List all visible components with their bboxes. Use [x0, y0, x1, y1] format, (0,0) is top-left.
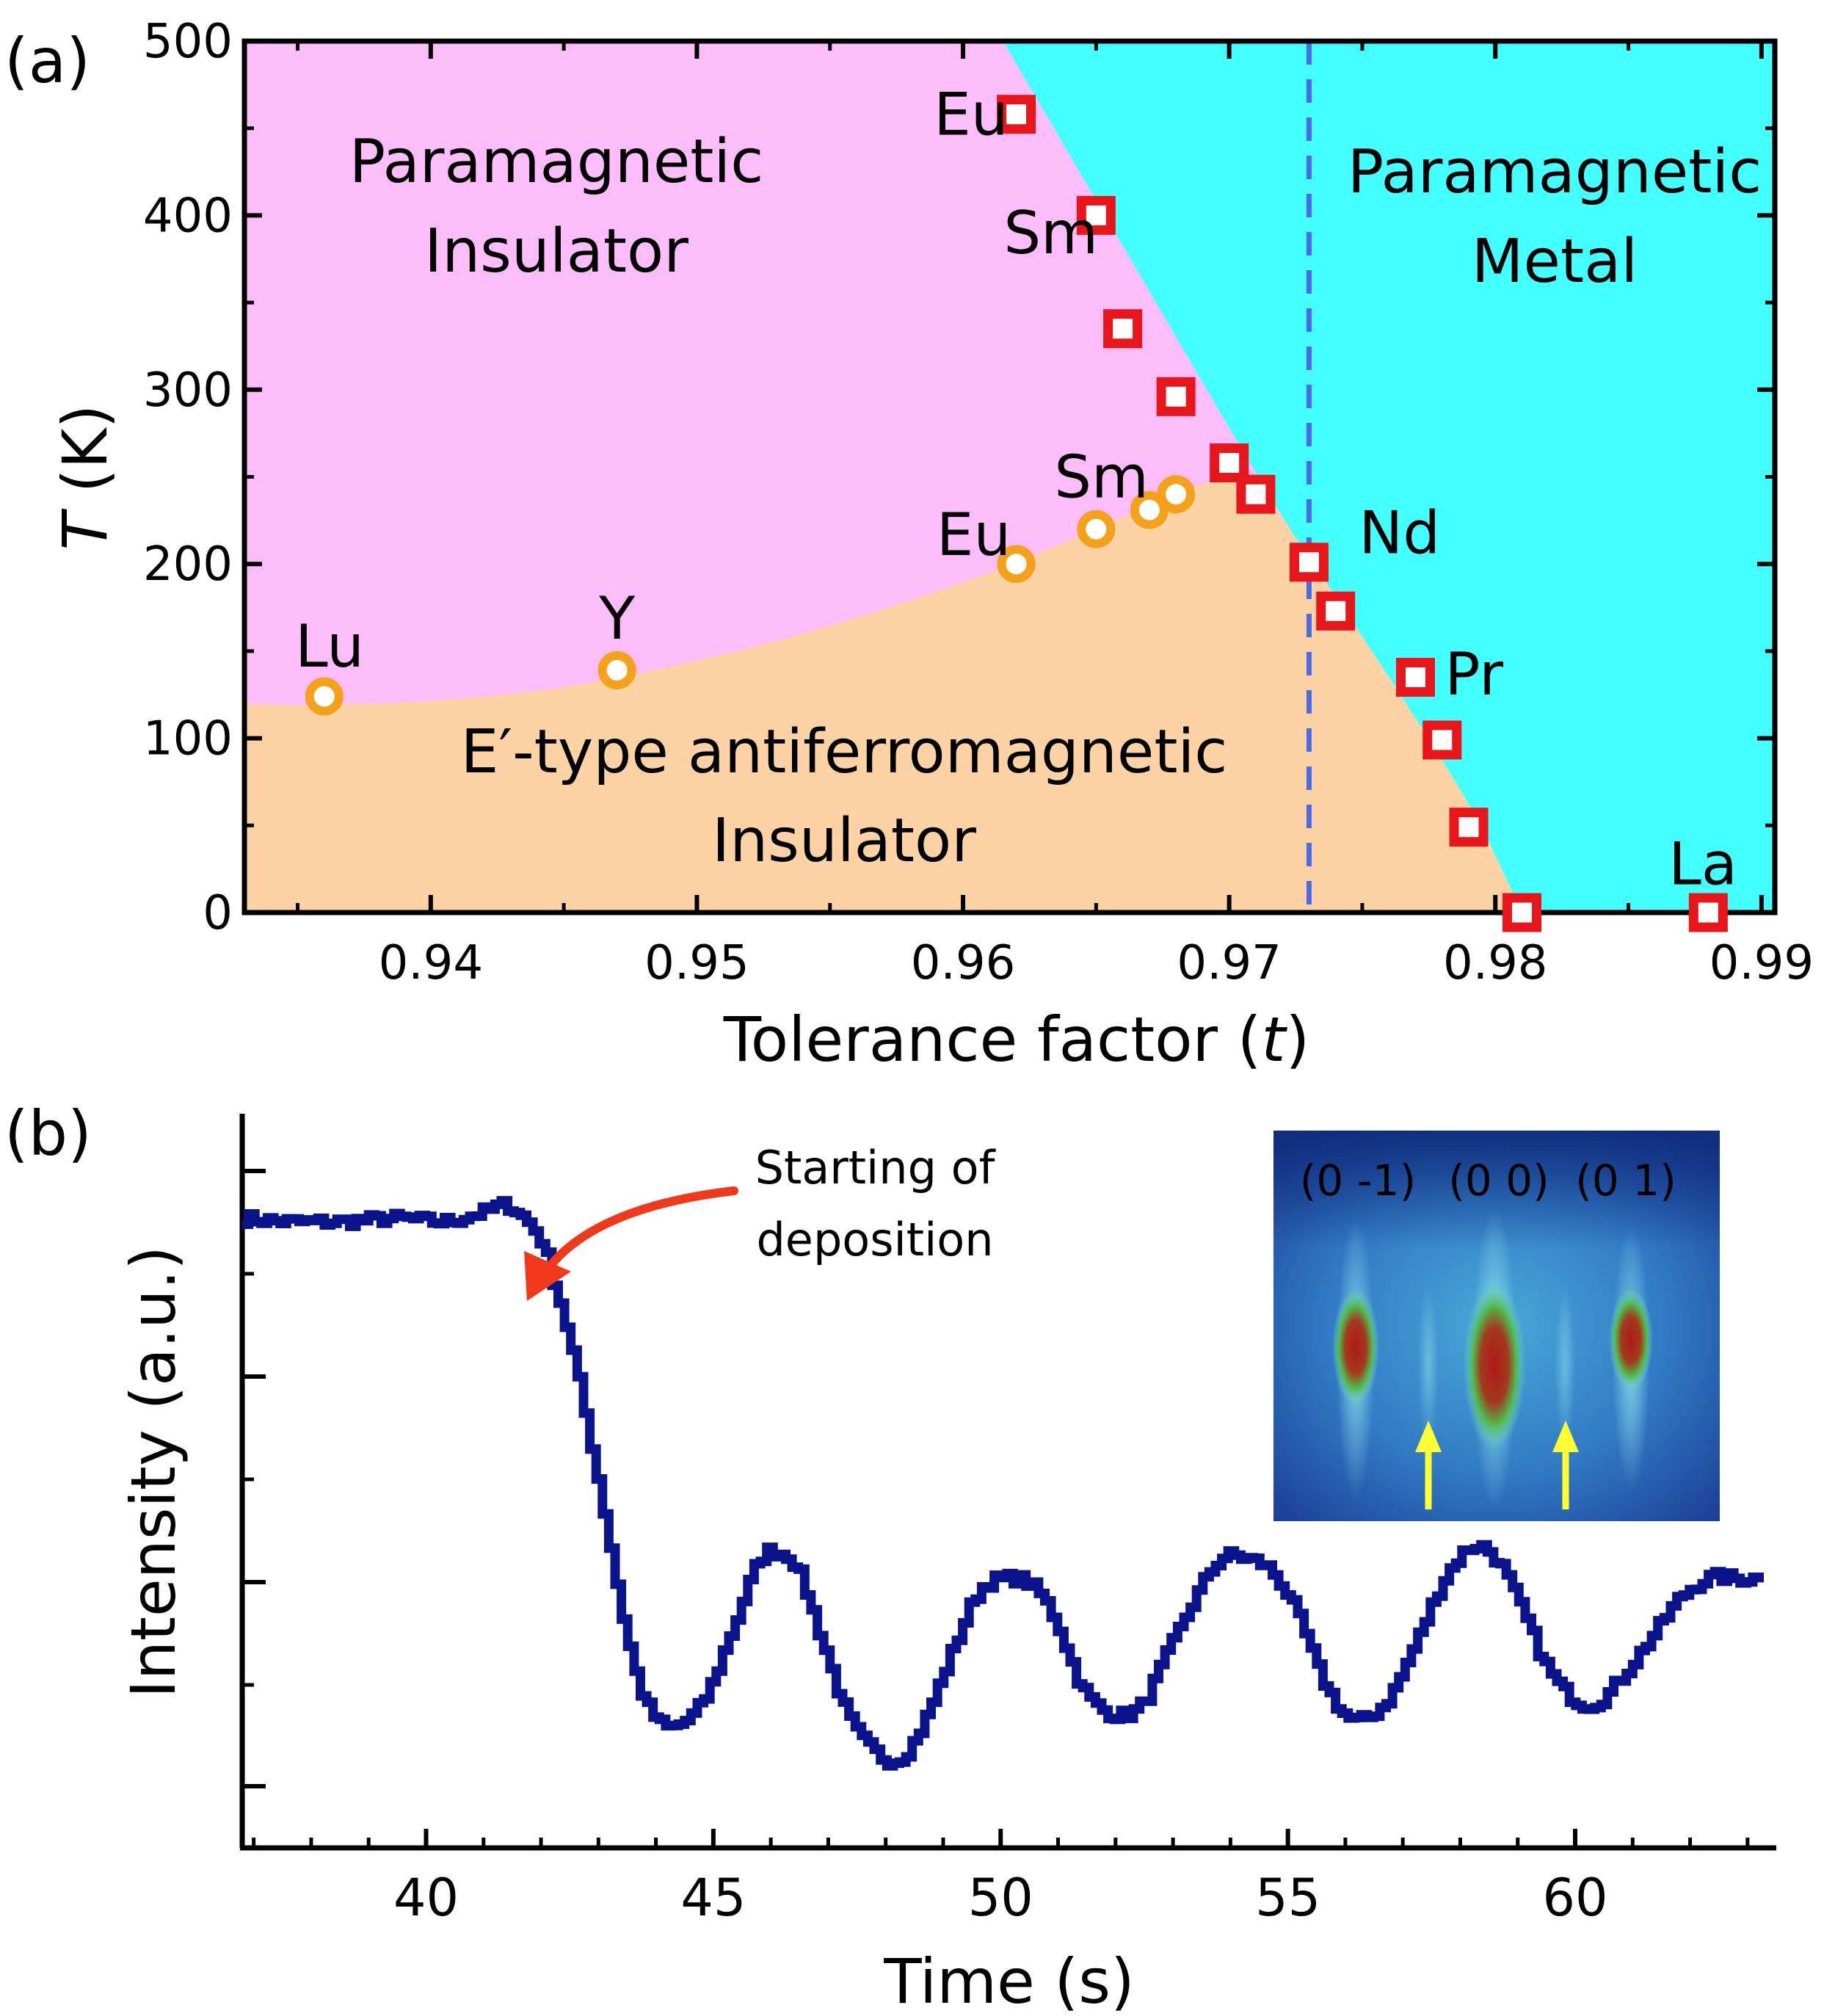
- region-label-afm-line1: E′-type antiferromagnetic: [461, 717, 1228, 787]
- rheed-inset: (0 -1) (0 0) (0 1): [1273, 1131, 1720, 1521]
- element-label: Eu: [934, 81, 1008, 149]
- square-marker: [1316, 591, 1356, 631]
- square-marker: [1502, 893, 1542, 932]
- panel-a: 0.94 0.95 0.96 0.97 0.98 0.99 0 100 200 300 400 500…: [4, 15, 1814, 1076]
- x-axis-label-a: Tolerance factor (t): [723, 1004, 1310, 1076]
- region-label-pmi-line1: Paramagnetic: [349, 127, 764, 197]
- circle-marker: [597, 651, 636, 690]
- y-tick-label-a: 400: [143, 189, 233, 243]
- region-label-pmi-line2: Insulator: [424, 217, 688, 286]
- x-tick-label-b: 40: [393, 1868, 459, 1928]
- circle-marker: [1077, 510, 1116, 548]
- inset-spot-center: [1464, 1281, 1525, 1450]
- x-tick-label-a: 0.99: [1709, 936, 1814, 990]
- deposition-arrow: [542, 1186, 738, 1274]
- square-marker: [1289, 543, 1329, 582]
- x-axis-label-a-var: t: [1262, 1004, 1288, 1076]
- element-label: Pr: [1445, 640, 1503, 708]
- element-label: Lu: [295, 612, 364, 681]
- annotation-line2: deposition: [756, 1213, 993, 1266]
- annotation-line1: Starting of: [755, 1141, 997, 1194]
- inset-arrows: [1415, 1421, 1579, 1509]
- inset-spot-right: [1609, 1288, 1653, 1391]
- panel-label-b: (b): [4, 1098, 92, 1170]
- square-marker: [1076, 195, 1116, 235]
- y-tick-label-a: 100: [143, 712, 233, 766]
- region-label-pmm-line2: Metal: [1472, 227, 1638, 297]
- element-label: Sm: [1003, 199, 1098, 267]
- x-tick-label-b: 45: [680, 1868, 746, 1928]
- inset-arrow-2-head: [1552, 1421, 1579, 1452]
- element-label: La: [1668, 830, 1737, 899]
- square-marker: [1422, 720, 1462, 760]
- square-marker: [1236, 474, 1276, 514]
- square-marker: [997, 95, 1036, 134]
- paramagnetic-metal-region: [1003, 41, 1775, 913]
- y-axis-label-a: T (K): [49, 405, 121, 551]
- markers-a: [305, 95, 1728, 932]
- y-tick-label-a: 200: [143, 537, 233, 592]
- ticks-a: 0.94 0.95 0.96 0.97 0.98 0.99 0 100 200 300 400 500: [143, 15, 1814, 990]
- square-marker: [1210, 443, 1249, 483]
- x-tick-label-a: 0.94: [379, 936, 484, 990]
- y-tick-label-a: 300: [143, 363, 233, 418]
- x-tick-label-b: 60: [1542, 1868, 1607, 1928]
- ticks-b: 40 45 50 55 60: [242, 1169, 1750, 1928]
- inset-spot-left: [1332, 1288, 1379, 1406]
- deposition-arrow-head: [524, 1251, 571, 1301]
- y-axis-label-b: Intensity (a.u.): [117, 1246, 189, 1698]
- element-labels-a: Eu Sm Eu Sm Nd Pr Lu Y La: [295, 81, 1737, 899]
- x-tick-label-a: 0.95: [644, 936, 749, 990]
- x-tick-label-a: 0.98: [1443, 936, 1548, 990]
- x-tick-label-b: 50: [968, 1868, 1033, 1928]
- inset-streak-weak-1: [1418, 1285, 1439, 1446]
- circle-marker: [997, 545, 1036, 584]
- inset-label-0-0: (0 0): [1448, 1156, 1549, 1205]
- x-axis-label-a-suffix: ): [1285, 1004, 1309, 1076]
- element-label: Nd: [1359, 498, 1440, 567]
- x-tick-label-b: 55: [1255, 1868, 1320, 1928]
- intensity-curve: [242, 1196, 1764, 1771]
- element-label: Y: [598, 584, 636, 653]
- square-marker: [1395, 658, 1435, 697]
- inset-arrow-1-head: [1415, 1421, 1442, 1452]
- y-axis-label-a-var: T: [49, 508, 121, 550]
- y-axis-label-a-suffix: (K): [49, 405, 121, 512]
- panel-label-a: (a): [4, 25, 90, 97]
- x-tick-label-a: 0.96: [911, 936, 1016, 990]
- square-marker: [1688, 893, 1728, 932]
- x-tick-label-a: 0.97: [1177, 936, 1282, 990]
- element-label: Eu: [937, 501, 1011, 569]
- circle-marker: [305, 677, 344, 716]
- square-marker: [1103, 309, 1143, 349]
- inset-streak-weak-2: [1555, 1285, 1575, 1446]
- panel-b: (b) 40 45 50 55 60 Starting of deposition (0…: [4, 1098, 1776, 2016]
- inset-label-0-1: (0 1): [1575, 1156, 1676, 1205]
- inset-label-0-minus1: (0 -1): [1300, 1156, 1416, 1205]
- circle-marker: [1130, 490, 1169, 529]
- element-label: Sm: [1054, 443, 1149, 512]
- x-axis-label-a-prefix: Tolerance factor (: [723, 1004, 1262, 1076]
- afm-insulator-region: [244, 476, 1522, 913]
- y-tick-label-a: 500: [143, 15, 233, 69]
- square-marker: [1156, 377, 1196, 416]
- square-marker: [1449, 808, 1489, 847]
- x-axis-label-b: Time (s): [883, 1946, 1135, 2016]
- region-label-pmm-line1: Paramagnetic: [1348, 137, 1762, 207]
- y-tick-label-a: 0: [203, 886, 233, 940]
- circle-marker: [1157, 475, 1196, 514]
- region-label-afm-line2: Insulator: [712, 806, 976, 876]
